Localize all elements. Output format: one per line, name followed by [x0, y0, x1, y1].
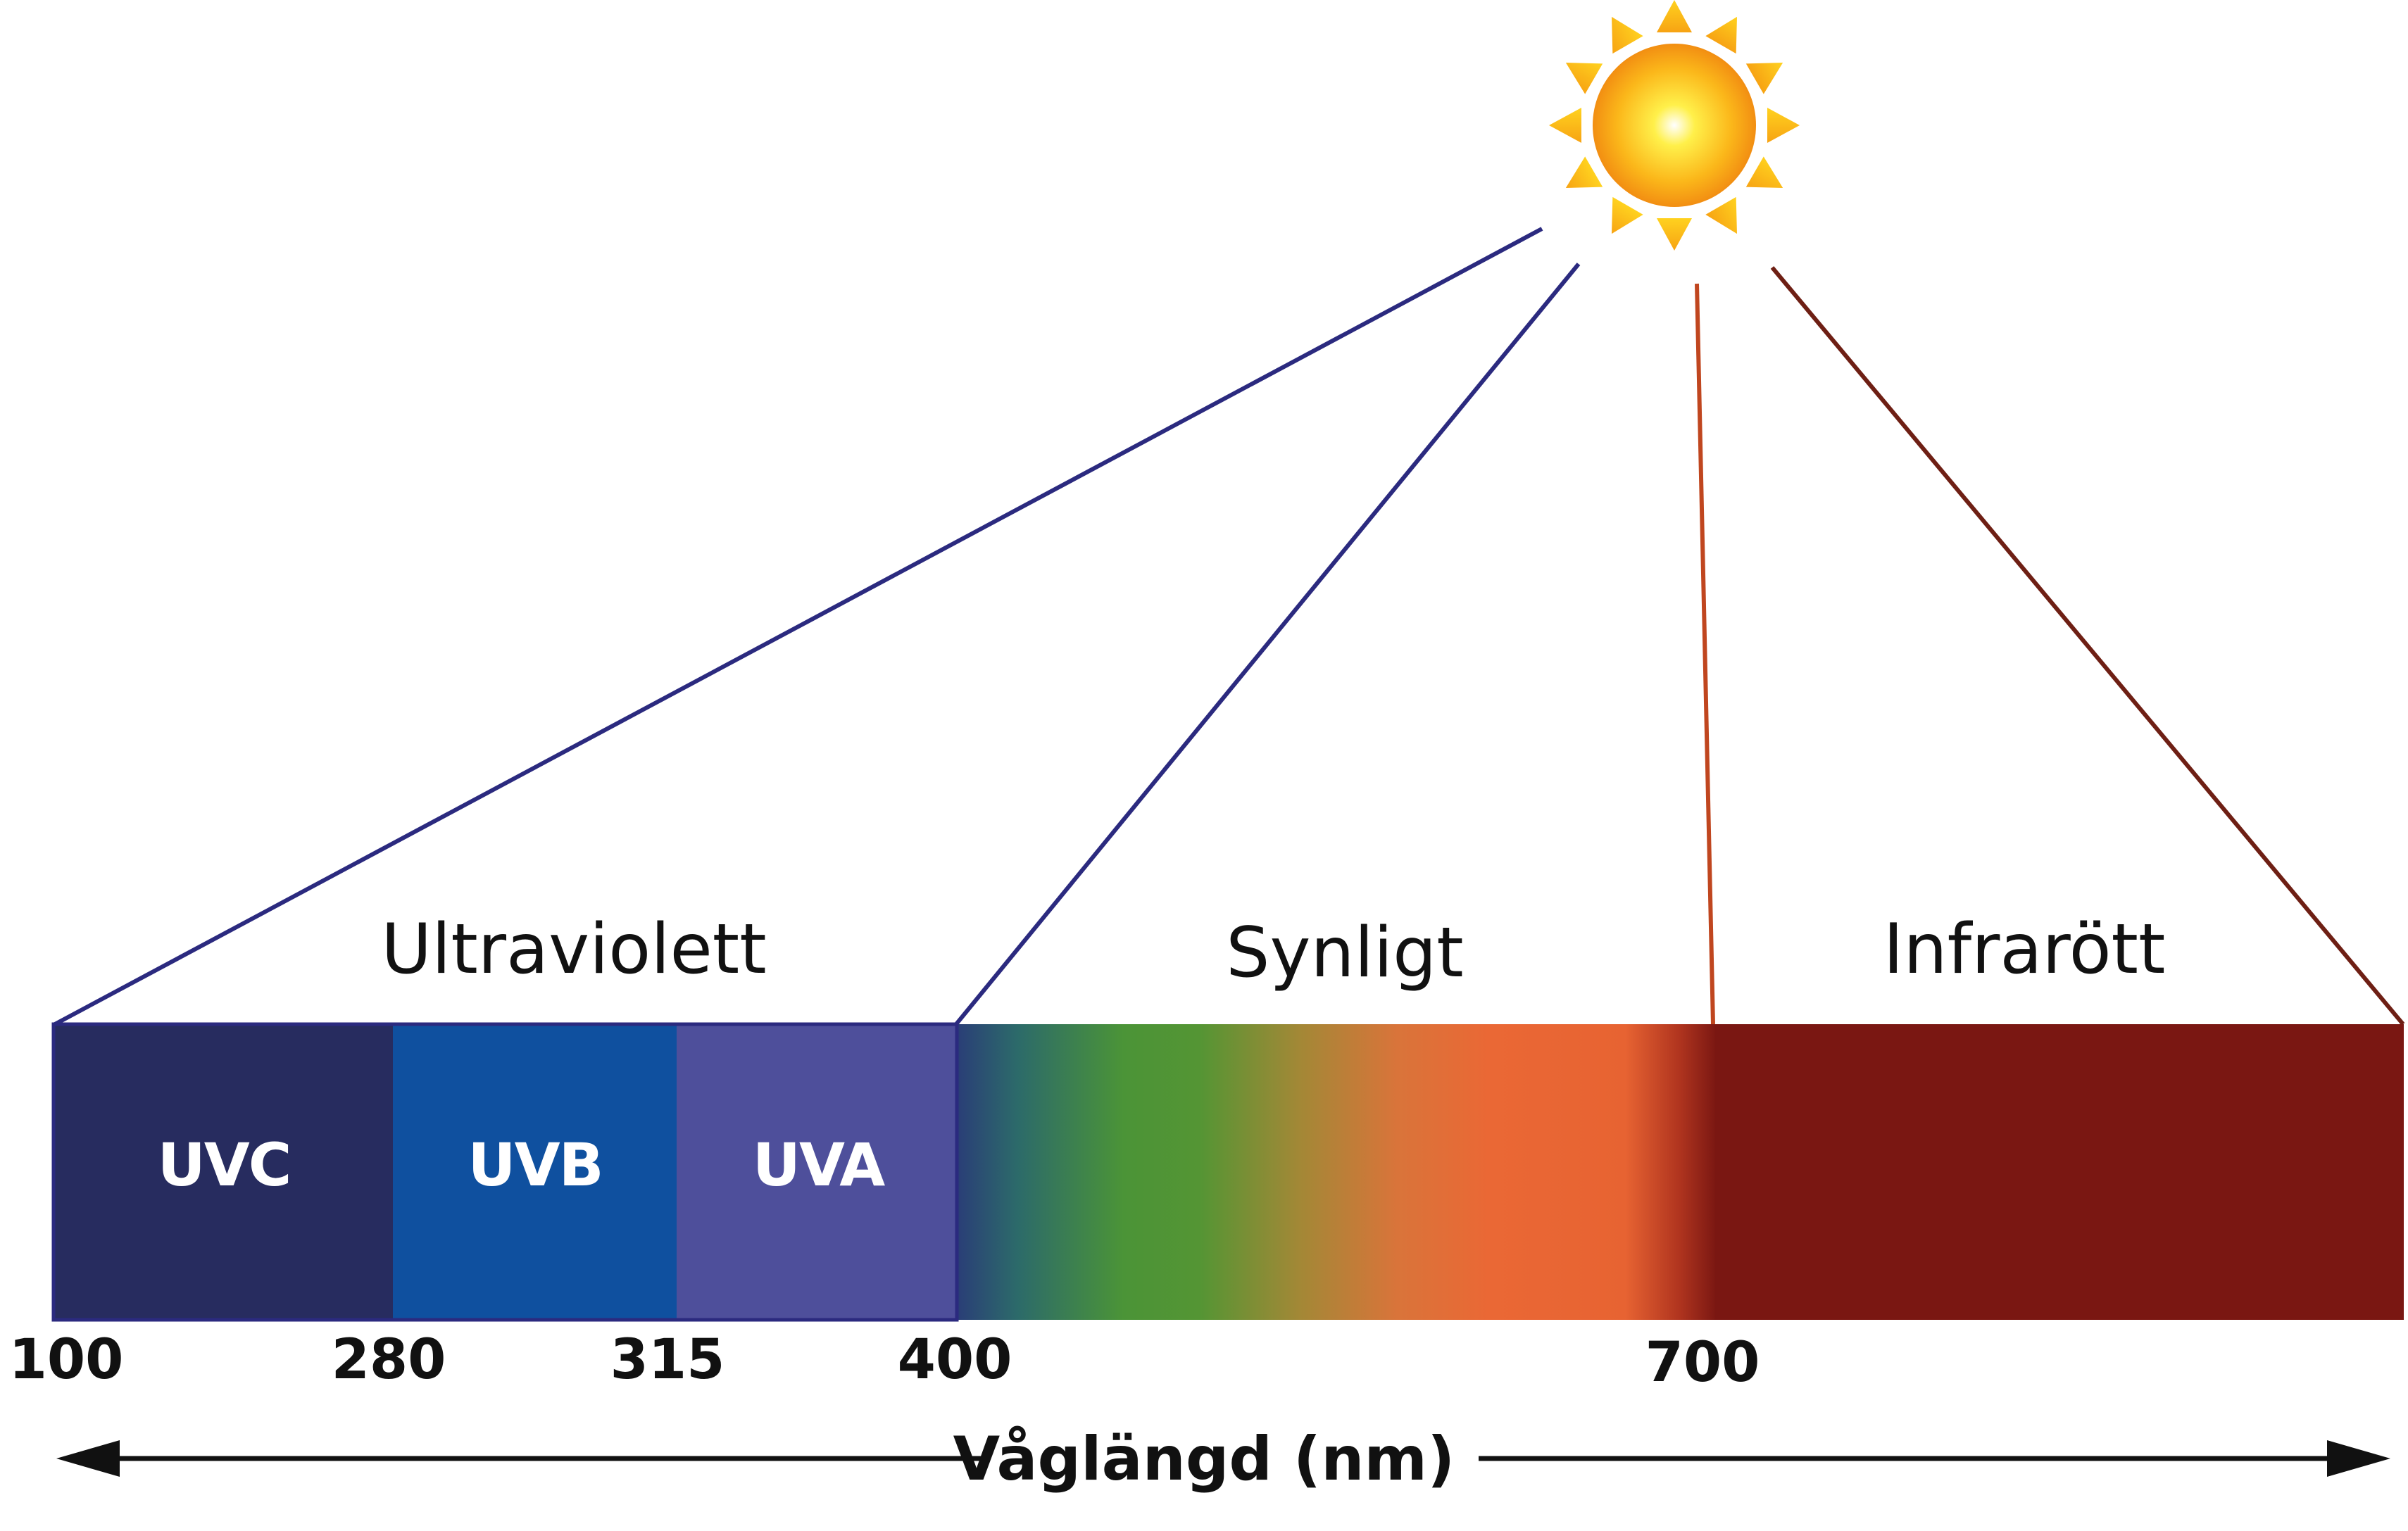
infrared-band: [1715, 1024, 2404, 1320]
tick-label-400: 400: [897, 1328, 1012, 1392]
sun-icon: [1549, 0, 1800, 251]
uv-left-connector: [54, 227, 1543, 1026]
tick-label-315: 315: [610, 1328, 725, 1392]
tick-label-100: 100: [8, 1328, 124, 1392]
axis-title: Våglängd (nm): [953, 1424, 1455, 1494]
visible-label: Synligt: [1226, 913, 1464, 993]
uv-outline: [51, 1022, 959, 1322]
wavelength-axis-arrow: [56, 1440, 2390, 1477]
uv-right-connector: [954, 263, 1581, 1026]
uvb-band: [393, 1024, 677, 1320]
ir-left-connector: [1695, 283, 1715, 1025]
visible-band: [956, 1024, 1717, 1320]
uva-label: UVA: [752, 1130, 886, 1199]
tick-label-280: 280: [331, 1328, 446, 1392]
tick-label-700: 700: [1645, 1331, 1760, 1394]
spectrum-bar: [51, 1022, 2404, 1322]
uvb-label: UVB: [468, 1130, 603, 1199]
ir-right-connector: [1770, 266, 2405, 1026]
infrared-label: Infrarött: [1883, 909, 2166, 990]
uva-band: [677, 1024, 958, 1320]
uvc-label: UVC: [157, 1130, 292, 1199]
uvc-band: [54, 1024, 393, 1320]
ultraviolet-label: Ultraviolett: [381, 909, 767, 990]
